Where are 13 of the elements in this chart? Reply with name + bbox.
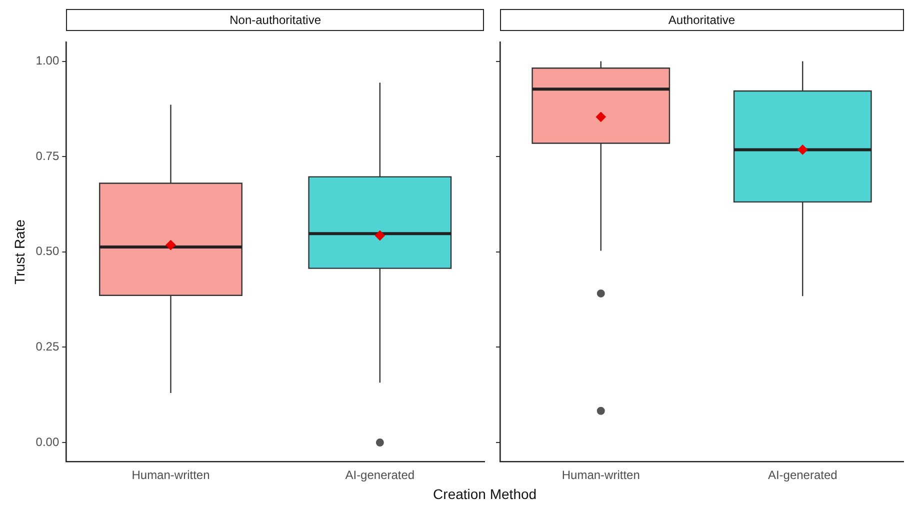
y-tick-label: 0.00 — [36, 434, 60, 449]
chart-title: Non-authoritative — [66, 9, 484, 31]
x-axis-title: Creation Method — [433, 486, 537, 502]
x-tick-label: Human-written — [132, 468, 210, 482]
x-tick-label: AI-generated — [768, 468, 838, 482]
y-tick-label: 0.75 — [36, 148, 60, 163]
x-tick-label: Human-written — [562, 468, 640, 482]
chart-title: Authoritative — [500, 9, 904, 31]
y-tick-label: 0.50 — [36, 244, 60, 258]
x-tick-label: AI-generated — [345, 468, 415, 482]
y-axis-title: Trust Rate — [11, 219, 28, 284]
y-tick-label: 0.25 — [36, 340, 60, 354]
y-tick-label: 1.00 — [36, 54, 60, 68]
